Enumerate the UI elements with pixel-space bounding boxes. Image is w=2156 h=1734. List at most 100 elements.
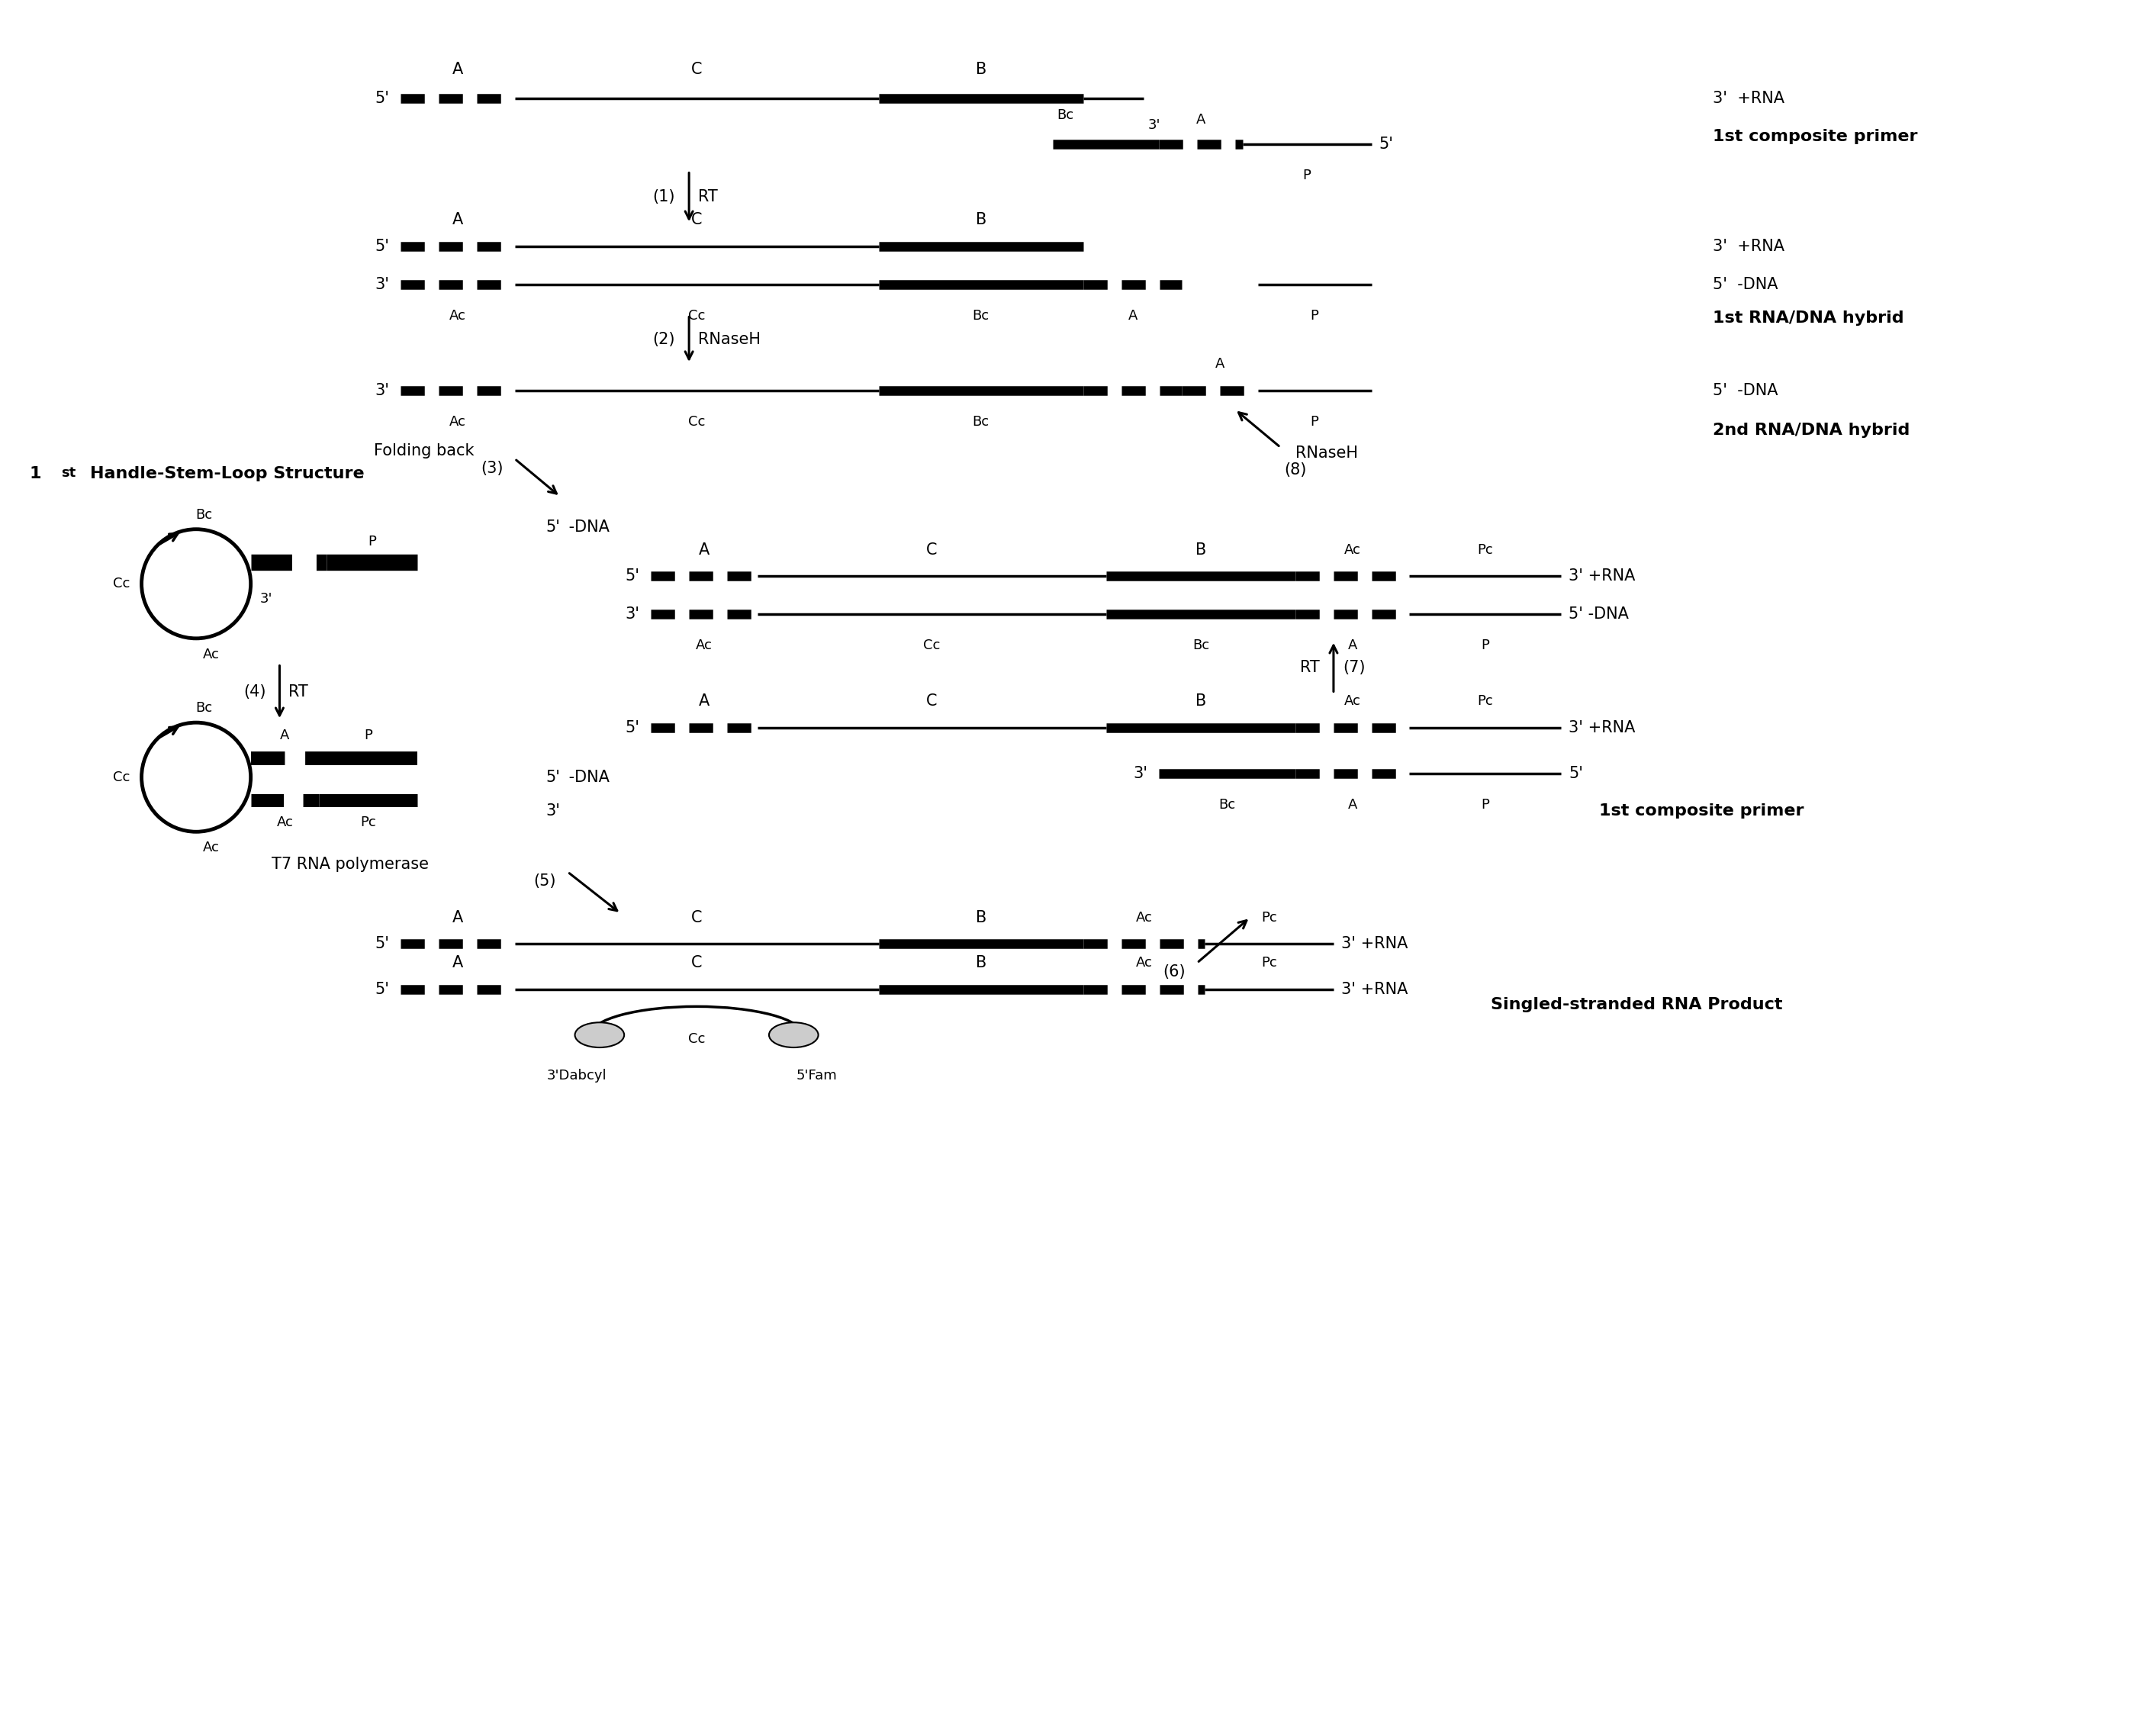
Text: (4): (4) <box>244 685 265 699</box>
Text: 3': 3' <box>1134 766 1147 780</box>
Text: C: C <box>927 543 938 557</box>
Text: 5': 5' <box>1380 137 1393 151</box>
Text: 5': 5' <box>1570 766 1583 780</box>
Text: Handle-Stem-Loop Structure: Handle-Stem-Loop Structure <box>91 466 364 482</box>
Text: Pc: Pc <box>1261 910 1276 924</box>
Text: 3': 3' <box>261 591 272 605</box>
Text: Folding back: Folding back <box>373 444 474 460</box>
Text: A: A <box>453 62 464 78</box>
Text: 1st composite primer: 1st composite primer <box>1600 803 1805 818</box>
Text: P: P <box>1302 168 1311 182</box>
Text: 1: 1 <box>30 466 41 482</box>
Text: Cc: Cc <box>688 414 705 428</box>
Text: RT: RT <box>699 189 718 205</box>
Text: 1st composite primer: 1st composite primer <box>1712 128 1917 144</box>
Text: (5): (5) <box>535 874 556 888</box>
Text: P: P <box>369 534 375 548</box>
Text: Cc: Cc <box>688 1032 705 1046</box>
Text: Ac: Ac <box>276 815 293 829</box>
Text: -DNA: -DNA <box>565 518 610 534</box>
Text: Pc: Pc <box>1261 955 1276 969</box>
Text: RNaseH: RNaseH <box>699 331 761 347</box>
Text: Cc: Cc <box>688 309 705 323</box>
Text: B: B <box>975 62 987 78</box>
Text: RT: RT <box>289 685 308 699</box>
Text: C: C <box>692 212 703 227</box>
Text: Bc: Bc <box>1218 798 1235 812</box>
Text: 5': 5' <box>625 720 640 735</box>
Text: (7): (7) <box>1343 659 1365 675</box>
Text: 5'  -DNA: 5' -DNA <box>1712 383 1779 399</box>
Text: Cc: Cc <box>112 577 129 591</box>
Text: 5': 5' <box>375 90 390 106</box>
Text: Pc: Pc <box>1477 694 1494 707</box>
Text: A: A <box>453 910 464 924</box>
Text: 3' +RNA: 3' +RNA <box>1341 936 1408 952</box>
Text: 3': 3' <box>1147 118 1160 132</box>
Text: 5': 5' <box>375 981 390 997</box>
Text: 3' +RNA: 3' +RNA <box>1341 981 1408 997</box>
Text: A: A <box>1216 357 1225 371</box>
Text: Ac: Ac <box>1136 955 1151 969</box>
Text: 3'  +RNA: 3' +RNA <box>1712 90 1785 106</box>
Text: C: C <box>692 62 703 78</box>
Text: Cc: Cc <box>112 770 129 784</box>
Text: A: A <box>1197 113 1205 127</box>
Text: T7 RNA polymerase: T7 RNA polymerase <box>272 857 429 872</box>
Text: Pc: Pc <box>1477 543 1494 557</box>
Text: 5'Fam: 5'Fam <box>796 1070 837 1082</box>
Text: A: A <box>699 694 709 709</box>
Text: 5': 5' <box>375 239 390 255</box>
Text: 3'  +RNA: 3' +RNA <box>1712 239 1785 255</box>
Ellipse shape <box>770 1023 819 1047</box>
Text: C: C <box>692 955 703 971</box>
Text: Ac: Ac <box>448 309 466 323</box>
Text: Ac: Ac <box>1343 543 1360 557</box>
Text: Ac: Ac <box>448 414 466 428</box>
Text: 3'Dabcyl: 3'Dabcyl <box>548 1070 606 1082</box>
Ellipse shape <box>576 1023 625 1047</box>
Text: B: B <box>975 955 987 971</box>
Text: B: B <box>975 910 987 924</box>
Text: Bc: Bc <box>196 508 211 522</box>
Text: A: A <box>453 955 464 971</box>
Text: Ac: Ac <box>696 638 711 652</box>
Text: 3': 3' <box>545 803 561 818</box>
Text: st: st <box>60 466 75 480</box>
Text: (2): (2) <box>653 331 675 347</box>
Text: P: P <box>1311 414 1319 428</box>
Text: Ac: Ac <box>1343 694 1360 707</box>
Text: Ac: Ac <box>203 841 220 855</box>
Text: 5'  -DNA: 5' -DNA <box>1712 277 1779 291</box>
Text: P: P <box>1481 638 1490 652</box>
Text: P: P <box>1481 798 1490 812</box>
Text: 3': 3' <box>625 607 640 623</box>
Text: Ac: Ac <box>203 647 220 661</box>
Text: C: C <box>927 694 938 709</box>
Text: P: P <box>1311 309 1319 323</box>
Text: Cc: Cc <box>923 638 940 652</box>
Text: A: A <box>1128 309 1138 323</box>
Text: 5': 5' <box>625 569 640 584</box>
Text: 3' +RNA: 3' +RNA <box>1570 569 1634 584</box>
Text: Bc: Bc <box>1192 638 1210 652</box>
Text: C: C <box>692 910 703 924</box>
Text: B: B <box>1194 543 1205 557</box>
Text: Bc: Bc <box>972 414 990 428</box>
Text: Singled-stranded RNA Product: Singled-stranded RNA Product <box>1492 997 1783 1013</box>
Text: (8): (8) <box>1285 444 1307 477</box>
Text: 5': 5' <box>545 770 561 786</box>
Text: 3': 3' <box>375 383 390 399</box>
Text: 5' -DNA: 5' -DNA <box>1570 607 1628 623</box>
Text: RNaseH: RNaseH <box>1296 446 1358 461</box>
Text: A: A <box>1348 638 1358 652</box>
Text: 1st RNA/DNA hybrid: 1st RNA/DNA hybrid <box>1712 310 1904 326</box>
Text: -DNA: -DNA <box>565 770 610 786</box>
Text: Bc: Bc <box>1056 108 1074 121</box>
Text: (6): (6) <box>1162 964 1186 980</box>
Text: P: P <box>364 728 373 742</box>
Text: (1): (1) <box>653 189 675 205</box>
Text: 3': 3' <box>375 277 390 291</box>
Text: A: A <box>280 728 289 742</box>
Text: A: A <box>453 212 464 227</box>
